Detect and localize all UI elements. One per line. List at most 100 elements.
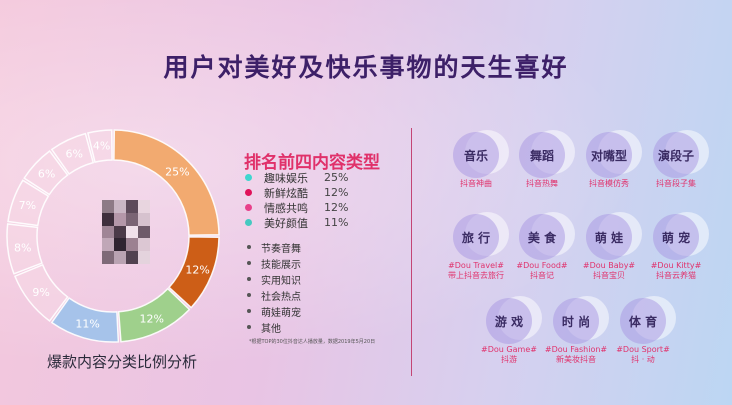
donut-slice	[167, 236, 220, 309]
ranking-item-name: 美好颜值	[264, 216, 308, 230]
chart-caption: 爆款内容分类比例分析	[47, 353, 198, 371]
bullet-icon	[247, 277, 251, 281]
other-categories-list: 节奏音舞 技能展示 实用知识 社会热点 萌娃萌宠 其他	[244, 239, 301, 335]
ranking-item-percent: 12%	[324, 186, 349, 199]
category-subtitle: #Dou Food# 抖音记	[516, 261, 568, 280]
bubble-circle	[653, 132, 699, 178]
other-category-item: 技能展示	[244, 255, 301, 271]
avatar-pixel	[126, 200, 138, 213]
bubble-circle	[586, 214, 632, 260]
avatar-pixel	[126, 212, 138, 226]
bullet-icon	[247, 325, 251, 329]
ranking-item: 趣味娱乐 25%	[244, 170, 374, 185]
avatar-pixel	[126, 251, 138, 264]
ranking-title: 排名前四内容类型	[244, 153, 380, 173]
category-label: 演段子	[657, 148, 694, 163]
blurred-avatar-image	[102, 200, 150, 264]
other-category-item: 其他	[244, 319, 301, 335]
slice-label: 4%	[93, 140, 110, 153]
bubble-circle	[519, 132, 565, 178]
category-bubble: 美 食 #Dou Food# 抖音记	[506, 212, 596, 282]
bubble-circle	[620, 298, 666, 344]
ranking-item-percent: 25%	[324, 171, 349, 184]
category-subtitle: #Dou Sport# 抖 · 动	[616, 345, 670, 364]
category-subtitle: 抖音段子集	[656, 179, 696, 188]
bubble-circle	[453, 214, 499, 260]
slice-label: 6%	[38, 168, 55, 181]
other-category-item: 节奏音舞	[244, 239, 301, 255]
category-bubble: 舞蹈 抖音热舞	[506, 130, 596, 200]
avatar-pixel	[102, 200, 114, 213]
category-label: 旅 行	[461, 230, 491, 245]
bubble-circle	[453, 132, 499, 178]
avatar-pixel	[138, 251, 150, 264]
category-bubble: 时 尚 #Dou Fashion# 新美妆抖音	[540, 296, 630, 366]
donut-slice	[23, 149, 69, 196]
category-bubble: 萌 宠 #Dou Kitty# 抖音云养猫	[640, 212, 730, 282]
slice-label: 25%	[165, 166, 189, 179]
category-label: 时 尚	[561, 314, 591, 329]
category-subtitle: #Dou Game# 抖游	[481, 345, 537, 364]
donut-slice	[86, 129, 113, 164]
category-subtitle: #Dou Fashion# 新美妆抖音	[544, 345, 608, 364]
category-bubble: 游 戏 #Dou Game# 抖游	[473, 296, 563, 366]
avatar-pixel	[126, 225, 138, 239]
donut-slice	[7, 179, 50, 227]
ranking-item: 新鲜炫酷 12%	[244, 185, 374, 200]
category-bubble: 音乐 抖音神曲	[440, 130, 530, 200]
bullet-icon	[247, 261, 251, 265]
avatar-pixel	[126, 238, 138, 252]
category-label: 音乐	[463, 148, 488, 163]
donut-slice	[6, 223, 43, 275]
ranking-item-name: 新鲜炫酷	[264, 186, 308, 200]
avatar-pixel	[114, 212, 126, 226]
slice-label: 9%	[32, 286, 49, 299]
bullet-icon	[247, 309, 251, 313]
donut-slice	[50, 132, 95, 176]
category-bubble: 演段子 抖音段子集	[640, 130, 730, 200]
bullet-icon	[247, 245, 251, 249]
ranking-item-percent: 11%	[324, 216, 349, 229]
other-category-item: 实用知识	[244, 271, 301, 287]
category-label: 美 食	[527, 230, 557, 245]
avatar-pixel	[114, 251, 126, 264]
category-subtitle: #Dou Baby# 抖音宝贝	[582, 261, 636, 280]
category-bubble: 旅 行 #Dou Travel# 带上抖音去旅行	[440, 212, 530, 282]
avatar-pixel	[114, 238, 126, 252]
other-category-item: 萌娃萌宠	[244, 303, 301, 319]
slice-label: 8%	[14, 241, 31, 254]
avatar-pixel	[138, 200, 150, 213]
avatar-pixel	[102, 251, 114, 264]
avatar-pixel	[102, 212, 114, 226]
bubble-circle	[553, 298, 599, 344]
bullet-icon	[247, 293, 251, 297]
category-subtitle: 抖音热舞	[526, 179, 558, 188]
slice-label: 12%	[185, 263, 209, 276]
vertical-divider	[411, 128, 412, 376]
ranking-item-name: 趣味娱乐	[264, 171, 308, 185]
footnote: *根据TOP的30位抖音达人播放量，数据2019年5月20日	[249, 339, 376, 345]
category-subtitle: #Dou Travel# 带上抖音去旅行	[448, 261, 504, 280]
category-label: 对嘴型	[590, 148, 627, 163]
category-subtitle: #Dou Kitty# 抖音云养猫	[650, 261, 702, 280]
ranking-item: 情感共鸣 12%	[244, 200, 374, 215]
category-bubble: 对嘴型 抖音模仿秀	[573, 130, 663, 200]
other-category-label: 实用知识	[261, 275, 301, 287]
donut-slice	[50, 296, 120, 343]
other-category-label: 社会热点	[261, 291, 301, 303]
slice-label: 11%	[75, 317, 99, 330]
donut-slice	[117, 287, 191, 343]
bubble-circle	[586, 132, 632, 178]
avatar-pixel	[114, 200, 126, 213]
category-label: 游 戏	[494, 314, 524, 329]
donut-slice	[13, 263, 69, 323]
category-label: 舞蹈	[529, 148, 554, 163]
other-category-item: 社会热点	[244, 287, 301, 303]
ranking-item: 美好颜值 11%	[244, 215, 374, 230]
ranking-item-percent: 12%	[324, 201, 349, 214]
slide-title: 用户对美好及快乐事物的天生喜好	[163, 53, 569, 82]
avatar-pixel	[102, 238, 114, 252]
bubble-circle	[486, 298, 532, 344]
ranking-list: 趣味娱乐 25% 新鲜炫酷 12% 情感共鸣 12% 美好颜值 11%	[244, 170, 374, 230]
